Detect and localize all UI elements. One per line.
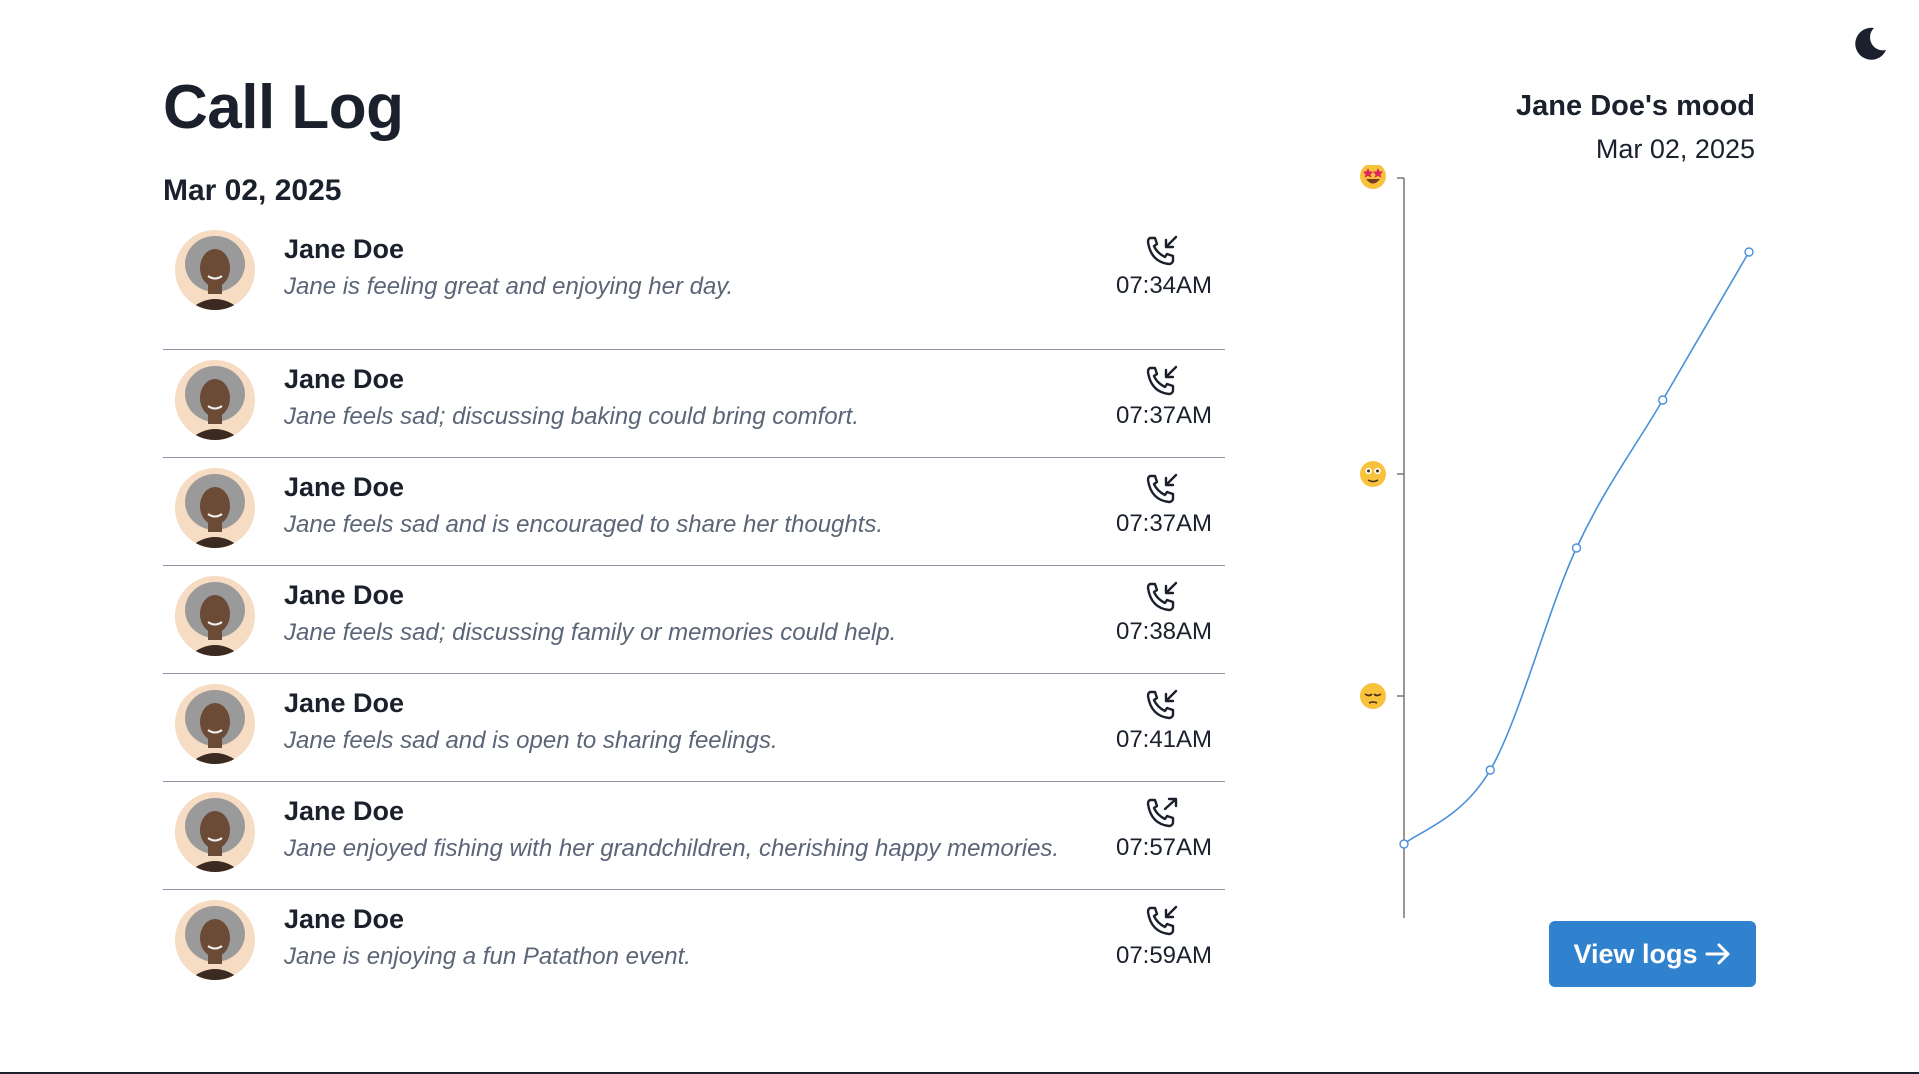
incoming-call-icon — [1145, 472, 1179, 506]
avatar — [175, 900, 255, 980]
avatar — [175, 468, 255, 548]
avatar — [175, 576, 255, 656]
call-summary: Jane is feeling great and enjoying her d… — [284, 273, 734, 300]
view-logs-button[interactable]: View logs — [1549, 921, 1756, 987]
call-summary: Jane enjoyed fishing with her grandchild… — [284, 835, 1060, 862]
call-time: 07:59AM — [1115, 942, 1213, 969]
avatar — [175, 360, 255, 440]
mood-chart — [1360, 165, 1754, 918]
incoming-call-icon — [1145, 904, 1179, 938]
call-time: 07:57AM — [1115, 834, 1213, 861]
neutral-face-tick-icon — [1360, 461, 1386, 487]
mood-point — [1399, 839, 1409, 849]
caller-name: Jane Doe — [284, 580, 405, 610]
call-time: 07:38AM — [1115, 618, 1213, 645]
caller-name: Jane Doe — [284, 796, 405, 826]
call-log-row[interactable]: Jane Doe Jane feels sad and is open to s… — [163, 674, 1225, 782]
avatar — [175, 230, 255, 310]
call-summary: Jane feels sad; discussing family or mem… — [284, 619, 897, 646]
mood-title: Jane Doe's mood — [1516, 90, 1755, 122]
avatar — [175, 684, 255, 764]
caller-name: Jane Doe — [284, 688, 405, 718]
call-log-row[interactable]: Jane Doe Jane enjoyed fishing with her g… — [163, 782, 1225, 890]
arrow-right-icon — [1705, 943, 1730, 965]
call-log-list: Jane Doe Jane is feeling great and enjoy… — [163, 220, 1225, 998]
page-title: Call Log — [163, 73, 404, 142]
caller-name: Jane Doe — [284, 234, 405, 264]
call-summary: Jane is enjoying a fun Patathon event. — [284, 943, 691, 970]
theme-toggle-button[interactable] — [1850, 24, 1890, 64]
mood-date: Mar 02, 2025 — [1595, 134, 1755, 164]
call-time: 07:37AM — [1115, 510, 1213, 537]
date-heading: Mar 02, 2025 — [163, 174, 342, 207]
incoming-call-icon — [1145, 580, 1179, 614]
call-log-row[interactable]: Jane Doe Jane is feeling great and enjoy… — [163, 220, 1225, 350]
call-log-row[interactable]: Jane Doe Jane feels sad; discussing baki… — [163, 350, 1225, 458]
caller-name: Jane Doe — [284, 472, 405, 502]
sad-face-tick-icon — [1360, 683, 1386, 709]
mood-point — [1571, 543, 1582, 553]
call-log-row[interactable]: Jane Doe Jane feels sad and is encourage… — [163, 458, 1225, 566]
avatar — [175, 792, 255, 872]
incoming-call-icon — [1145, 688, 1179, 722]
bottom-divider — [0, 1072, 1919, 1074]
caller-name: Jane Doe — [284, 904, 405, 934]
call-summary: Jane feels sad; discussing baking could … — [284, 403, 859, 430]
incoming-call-icon — [1145, 364, 1179, 398]
call-log-row[interactable]: Jane Doe Jane feels sad; discussing fami… — [163, 566, 1225, 674]
call-log-row[interactable]: Jane Doe Jane is enjoying a fun Patathon… — [163, 890, 1225, 998]
star-struck-tick-icon — [1360, 165, 1386, 189]
call-summary: Jane feels sad and is encouraged to shar… — [284, 511, 884, 538]
mood-point — [1485, 765, 1495, 775]
mood-point — [1658, 395, 1668, 405]
outgoing-call-icon — [1145, 796, 1179, 830]
mood-point — [1744, 247, 1754, 257]
view-logs-label: View logs — [1573, 938, 1698, 969]
caller-name: Jane Doe — [284, 364, 405, 394]
call-time: 07:41AM — [1115, 726, 1213, 753]
incoming-call-icon — [1145, 234, 1179, 268]
call-summary: Jane feels sad and is open to sharing fe… — [284, 727, 778, 754]
call-time: 07:37AM — [1115, 402, 1213, 429]
call-time: 07:34AM — [1115, 272, 1213, 299]
moon-icon — [1855, 27, 1886, 60]
